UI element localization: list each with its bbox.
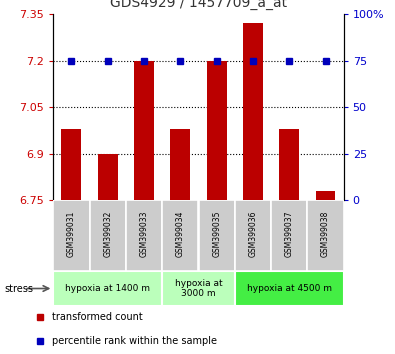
- Bar: [134, 61, 154, 200]
- Bar: [235, 271, 344, 306]
- Text: transformed count: transformed count: [52, 312, 143, 322]
- Bar: [162, 200, 198, 271]
- Text: GSM399032: GSM399032: [103, 211, 112, 257]
- Bar: [90, 200, 126, 271]
- Bar: [162, 271, 235, 306]
- Text: GSM399037: GSM399037: [285, 211, 294, 257]
- Bar: [235, 200, 271, 271]
- Text: stress: stress: [4, 284, 33, 293]
- Bar: [126, 200, 162, 271]
- Bar: [243, 23, 263, 200]
- Text: GSM399034: GSM399034: [176, 211, 185, 257]
- Bar: [307, 200, 344, 271]
- Bar: [53, 200, 90, 271]
- Text: GSM399031: GSM399031: [67, 211, 76, 257]
- Bar: [170, 129, 190, 200]
- Bar: [62, 129, 81, 200]
- Bar: [199, 200, 235, 271]
- Bar: [53, 271, 162, 306]
- Bar: [279, 129, 299, 200]
- Text: hypoxia at
3000 m: hypoxia at 3000 m: [175, 279, 222, 298]
- Text: hypoxia at 4500 m: hypoxia at 4500 m: [247, 284, 332, 293]
- Text: GSM399035: GSM399035: [212, 211, 221, 257]
- Text: GSM399036: GSM399036: [248, 211, 258, 257]
- Bar: [98, 154, 118, 200]
- Bar: [207, 61, 227, 200]
- Text: hypoxia at 1400 m: hypoxia at 1400 m: [65, 284, 150, 293]
- Text: GSM399038: GSM399038: [321, 211, 330, 257]
- Title: GDS4929 / 1457709_a_at: GDS4929 / 1457709_a_at: [110, 0, 287, 10]
- Bar: [271, 200, 307, 271]
- Text: percentile rank within the sample: percentile rank within the sample: [52, 336, 217, 346]
- Bar: [316, 191, 335, 200]
- Text: GSM399033: GSM399033: [139, 211, 149, 257]
